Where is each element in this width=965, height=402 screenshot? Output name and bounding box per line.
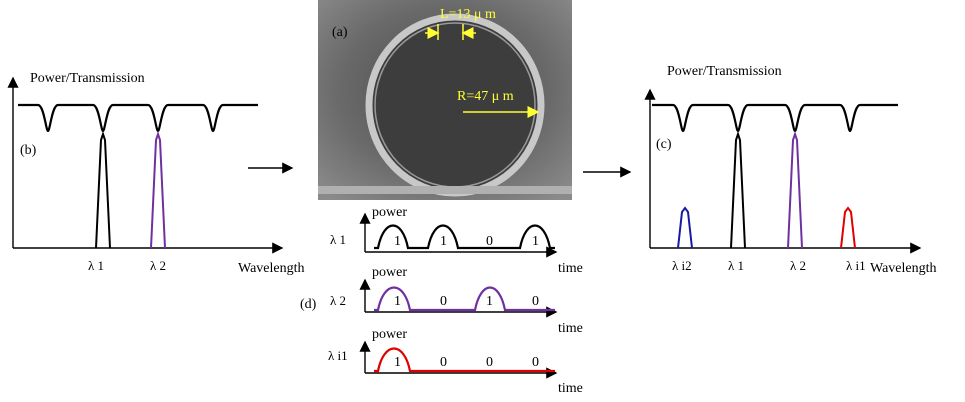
panel-label: (c) bbox=[656, 137, 672, 152]
bit: 1 bbox=[394, 355, 401, 370]
panel-label: (b) bbox=[20, 143, 37, 158]
bit: 0 bbox=[440, 294, 447, 309]
pulse-train bbox=[374, 347, 555, 373]
peak-label: λ 2 bbox=[790, 258, 806, 273]
peak-label: λ 2 bbox=[150, 258, 166, 273]
bit: 1 bbox=[394, 294, 401, 309]
x-axis-label: Wavelength bbox=[238, 261, 305, 276]
pulse-train bbox=[374, 224, 555, 250]
bit: 0 bbox=[532, 294, 539, 309]
pump-peak bbox=[730, 130, 746, 249]
bit: 1 bbox=[394, 234, 401, 249]
idler-peak bbox=[677, 206, 693, 249]
transmission-curve bbox=[652, 103, 898, 133]
peak-label: λ i1 bbox=[846, 258, 866, 273]
x-axis-label: time bbox=[558, 381, 583, 396]
peak-label: λ 1 bbox=[88, 258, 104, 273]
y-axis-label: Power/Transmission bbox=[667, 64, 782, 79]
panel-a: (a) L=13 μ m R=47 μ m bbox=[318, 0, 572, 200]
bit: 0 bbox=[440, 355, 447, 370]
bit: 0 bbox=[486, 355, 493, 370]
panel-b: Power/Transmission (b) λ 1 λ 2 Wavelengt… bbox=[7, 71, 305, 276]
panel-d: (d) power λ 1 1 1 0 1 time power λ 2 1 0… bbox=[300, 205, 583, 396]
y-axis-label: power bbox=[372, 265, 407, 280]
bus-waveguide bbox=[318, 186, 572, 194]
y-axis-label: Power/Transmission bbox=[30, 71, 145, 86]
channel-label: λ i1 bbox=[328, 348, 348, 363]
bit: 1 bbox=[440, 234, 447, 249]
pump-peak bbox=[150, 130, 166, 249]
pump-peak bbox=[95, 130, 111, 249]
bit: 0 bbox=[532, 355, 539, 370]
pump-peak bbox=[787, 130, 803, 249]
length-label: L=13 μ m bbox=[440, 7, 496, 22]
transmission-curve bbox=[18, 103, 258, 133]
x-axis-label: time bbox=[558, 261, 583, 276]
radius-label: R=47 μ m bbox=[457, 89, 514, 104]
bit: 1 bbox=[486, 294, 493, 309]
peak-label: λ 1 bbox=[728, 258, 744, 273]
peak-label: λ i2 bbox=[672, 258, 692, 273]
panel-label: (a) bbox=[332, 25, 348, 40]
channel-label: λ 2 bbox=[330, 293, 346, 308]
y-axis-label: power bbox=[372, 327, 407, 342]
x-axis-label: time bbox=[558, 321, 583, 336]
y-axis-label: power bbox=[372, 205, 407, 220]
bit: 0 bbox=[486, 234, 493, 249]
x-axis-label: Wavelength bbox=[870, 261, 937, 276]
panel-label: (d) bbox=[300, 297, 317, 312]
channel-label: λ 1 bbox=[330, 232, 346, 247]
bit: 1 bbox=[532, 234, 539, 249]
idler-peak bbox=[840, 206, 856, 249]
panel-c: Power/Transmission (c) λ i2 λ 1 λ 2 λ i1… bbox=[644, 64, 937, 276]
pulse-train bbox=[374, 286, 555, 312]
ring bbox=[365, 13, 545, 197]
